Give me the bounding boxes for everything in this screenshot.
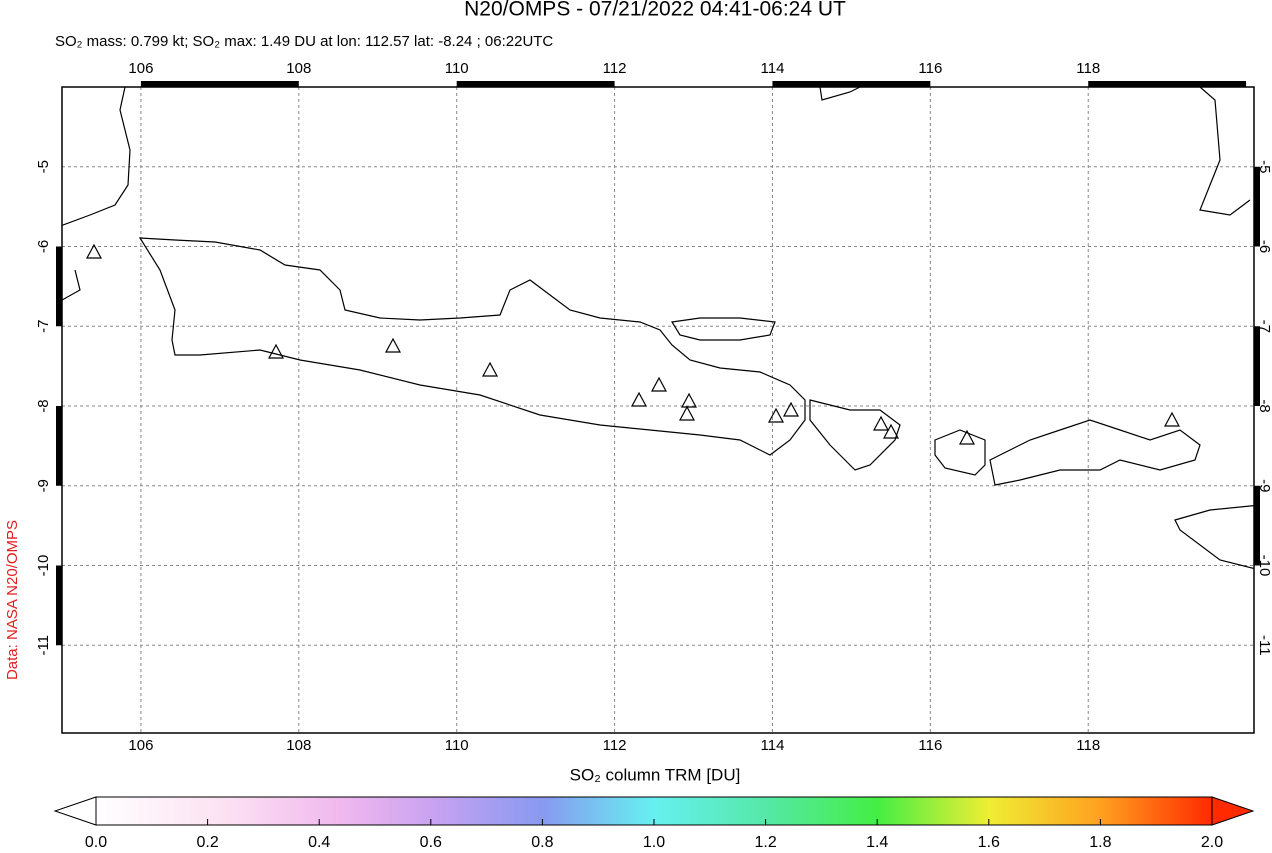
y-tick-label-left: -9 (35, 479, 52, 492)
frame-band (1088, 81, 1247, 87)
y-tick-label-right: -11 (1256, 635, 1272, 656)
volcano (882, 423, 900, 439)
x-tick-label-bottom: 110 (445, 737, 469, 754)
colorbar-tick-label: 2.0 (1201, 834, 1223, 851)
colorbar-tick-label: 0.6 (420, 834, 442, 851)
lombok (934, 429, 986, 476)
frame-border (61, 86, 1255, 734)
y-tick-label-right: -9 (1256, 479, 1272, 492)
colorbar-tick-label: 1.8 (1089, 834, 1111, 851)
colorbar-tick-label: 1.4 (866, 834, 888, 851)
borneo (819, 87, 861, 101)
volcano (481, 361, 499, 377)
x-tick-label-top: 112 (603, 60, 627, 77)
frame-band (56, 565, 62, 646)
volcano (678, 405, 696, 421)
bali (809, 399, 901, 471)
x-tick-label-top: 118 (1076, 60, 1100, 77)
volcano (630, 391, 648, 407)
volcano (650, 376, 668, 392)
volcano (782, 401, 800, 417)
sulawesi (1199, 87, 1251, 216)
volcano (872, 415, 890, 431)
y-tick-label-left: -11 (35, 635, 52, 656)
volcano (85, 243, 103, 259)
x-tick-label-top: 110 (445, 60, 469, 77)
y-tick-label-right: -7 (1256, 320, 1272, 333)
frame-band (456, 81, 615, 87)
madura (671, 317, 776, 341)
y-tick-label-right: -6 (1256, 240, 1272, 253)
map-frame (56, 81, 1260, 734)
x-tick-label-bottom: 108 (286, 737, 311, 754)
map-area (62, 87, 1254, 733)
volcano (384, 337, 402, 353)
colorbar-tick-label: 0.2 (196, 834, 218, 851)
title: N20/OMPS - 07/21/2022 04:41-06:24 UT (464, 0, 846, 21)
x-tick-label-top: 114 (761, 60, 785, 77)
y-tick-label-right: -5 (1256, 160, 1272, 173)
volcano (1163, 411, 1181, 427)
y-tick-label-left: -6 (35, 240, 52, 253)
sumatra (62, 87, 131, 301)
colorbar (53, 796, 1255, 826)
colorbar-low-arrow (53, 796, 97, 826)
colorbar-tick-label: 0.8 (531, 834, 553, 851)
y-tick-label-left: -7 (35, 320, 52, 333)
y-tick-label-left: -5 (35, 160, 52, 173)
x-tick-label-top: 108 (286, 60, 311, 77)
grid (62, 87, 1254, 733)
x-tick-label-bottom: 112 (603, 737, 627, 754)
frame-band (56, 246, 62, 327)
x-tick-label-top: 116 (918, 60, 942, 77)
colorbar-label: SO₂ column TRM [DU] (570, 765, 741, 784)
sumba (1174, 504, 1254, 570)
volcano (958, 429, 976, 445)
x-tick-label-bottom: 114 (761, 737, 785, 754)
y-tick-label-right: -8 (1256, 399, 1272, 412)
x-tick-label-bottom: 106 (128, 737, 153, 754)
volcano (680, 392, 698, 408)
java (138, 237, 806, 456)
frame-band (1254, 485, 1260, 566)
y-tick-label-left: -10 (35, 555, 52, 577)
frame-band (1254, 166, 1260, 247)
volcanoes (85, 243, 1181, 445)
frame-band (56, 406, 62, 486)
volcano (767, 407, 785, 423)
colorbar-tick-label: 1.2 (754, 834, 776, 851)
credit: Data: NASA N20/OMPS (4, 520, 21, 680)
frame-band (772, 81, 931, 87)
frame-band (1254, 326, 1260, 407)
sumbawa (989, 419, 1201, 486)
x-tick-label-top: 106 (128, 60, 153, 77)
volcano (267, 343, 285, 359)
colorbar-tick-label: 0.4 (308, 834, 330, 851)
frame-band (140, 81, 299, 87)
y-tick-label-right: -10 (1256, 555, 1272, 577)
coastlines (62, 87, 1254, 570)
y-tick-label-left: -8 (35, 399, 52, 412)
x-tick-label-bottom: 116 (918, 737, 942, 754)
colorbar-tick-label: 1.0 (643, 834, 665, 851)
subtitle: SO₂ mass: 0.799 kt; SO₂ max: 1.49 DU at … (55, 33, 553, 50)
colorbar-high-arrow (1211, 796, 1255, 826)
x-tick-label-bottom: 118 (1076, 737, 1100, 754)
colorbar-tick-label: 1.6 (978, 834, 1000, 851)
colorbar-tick-label: 0.0 (85, 834, 107, 851)
